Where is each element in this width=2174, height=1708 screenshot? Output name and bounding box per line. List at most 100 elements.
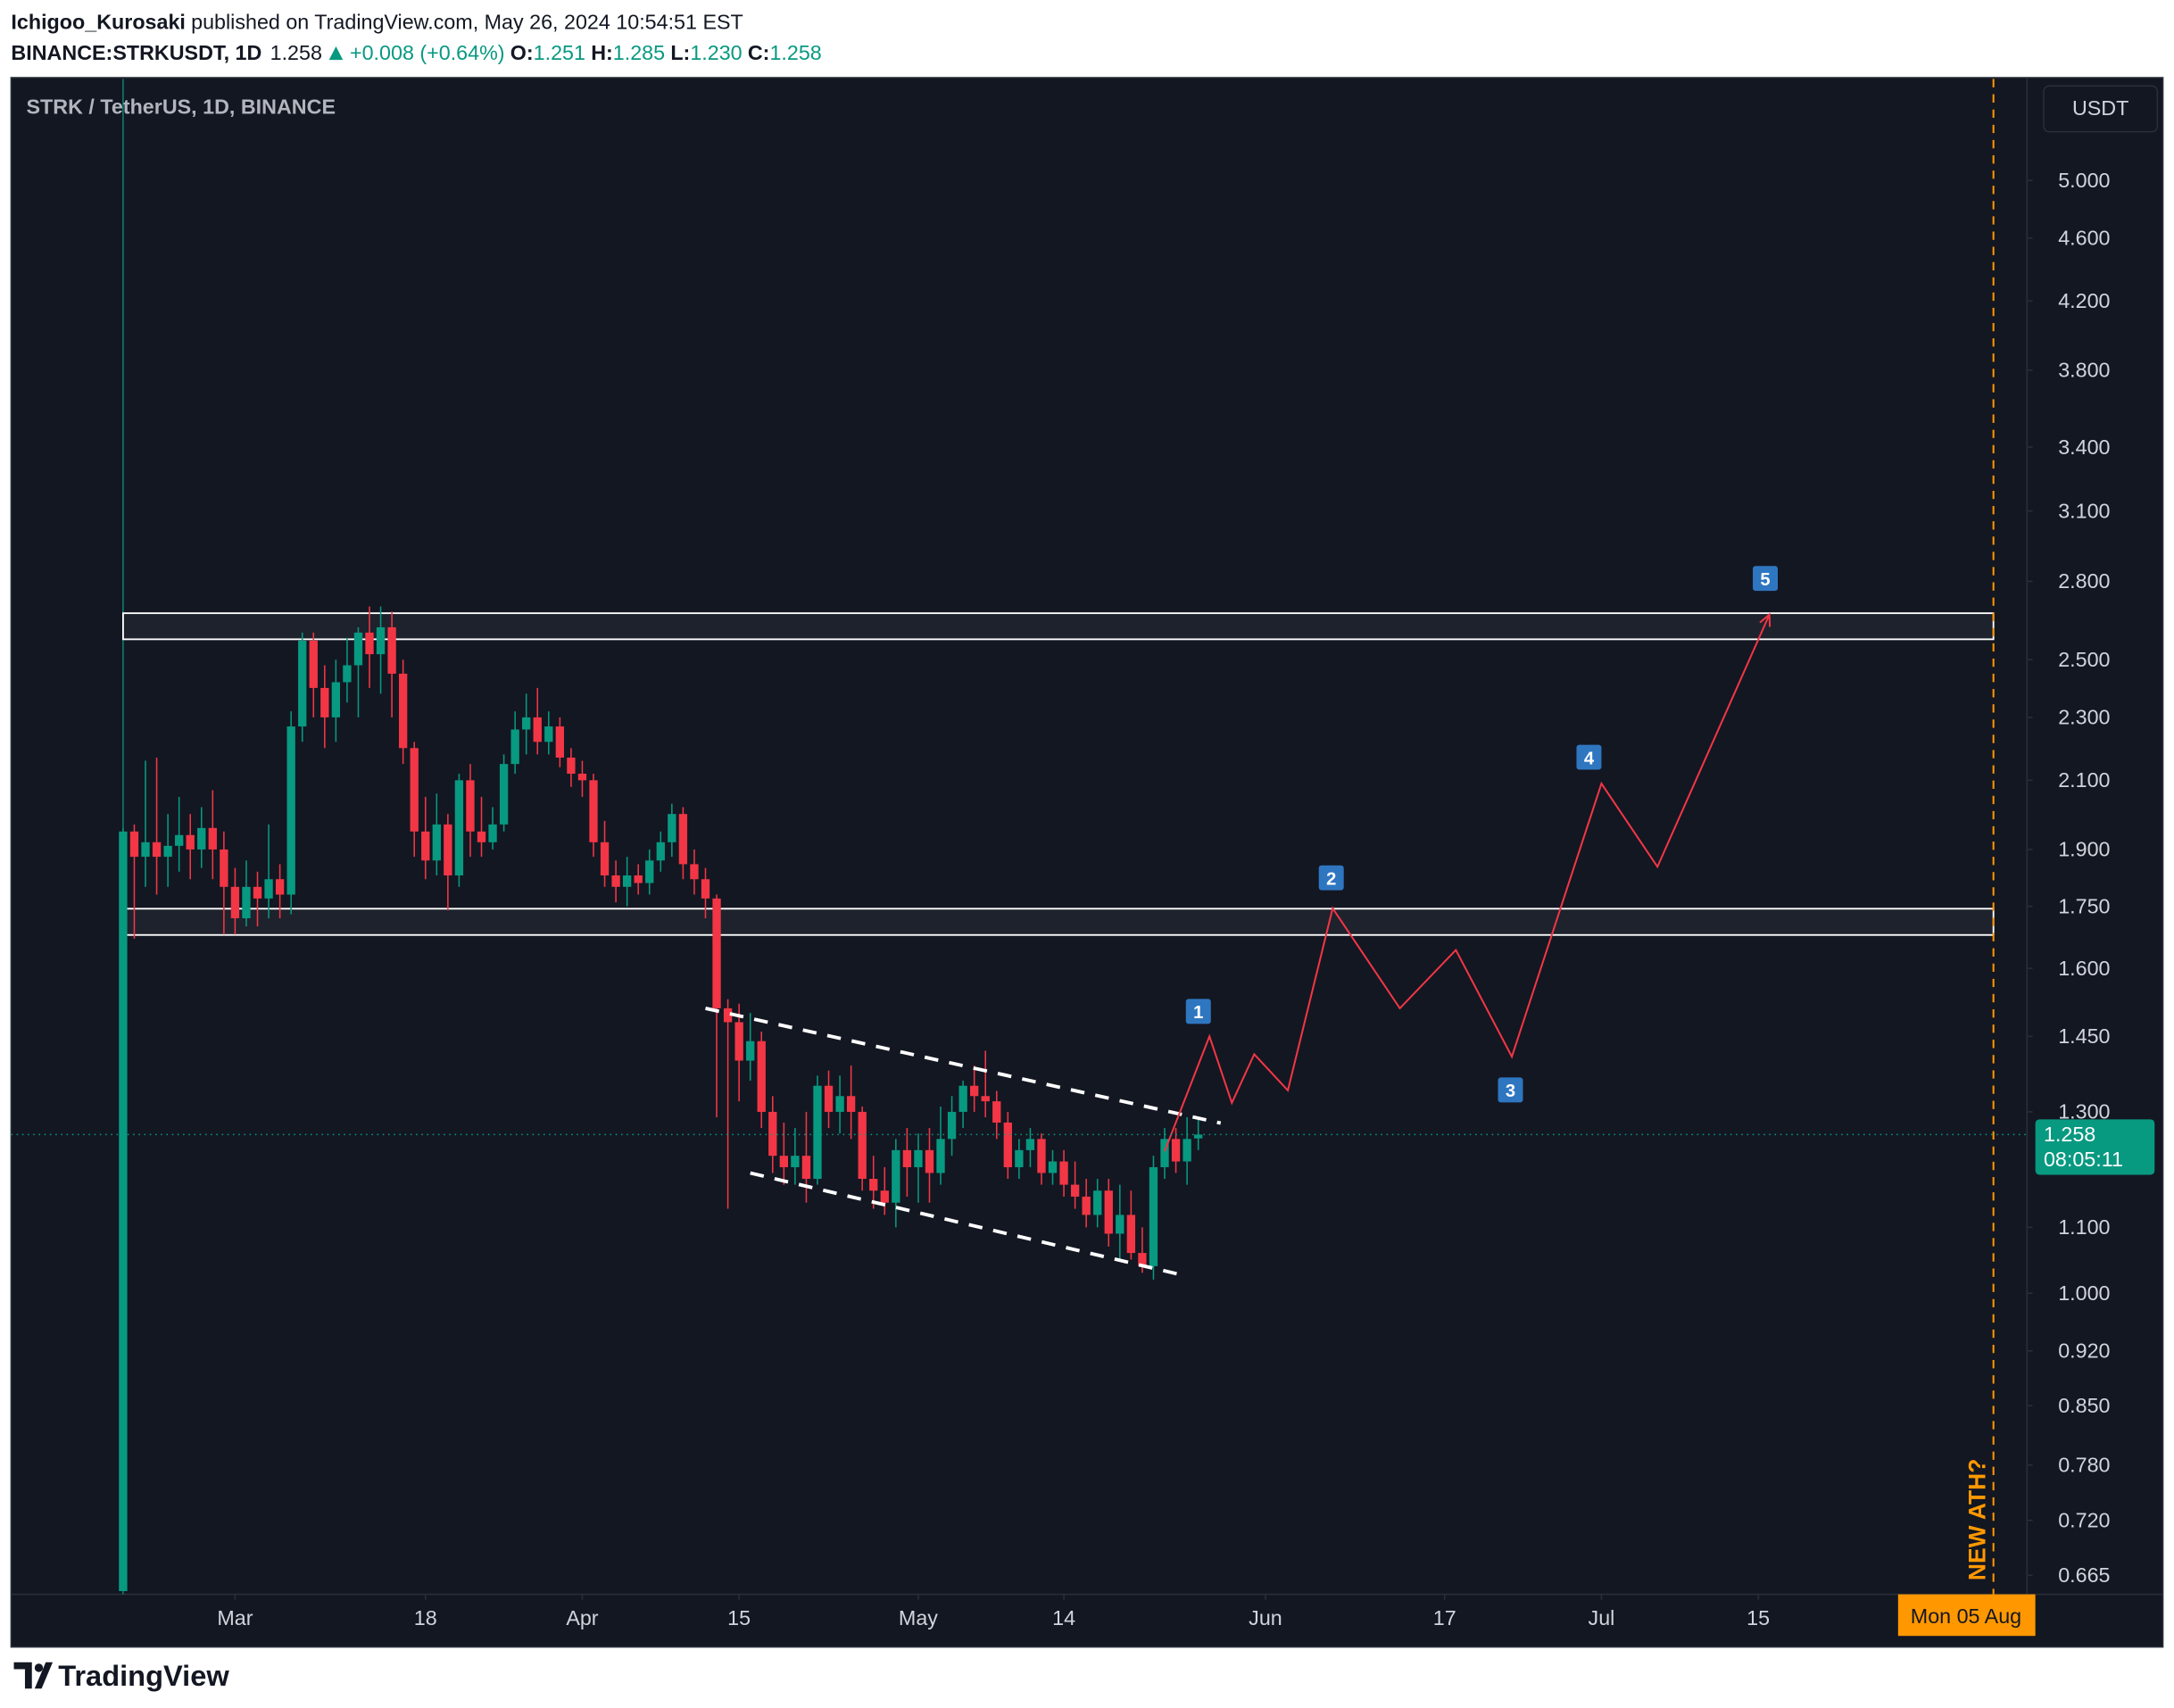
candle-body bbox=[622, 875, 632, 887]
logo-icon bbox=[13, 1662, 54, 1689]
candle-body bbox=[611, 875, 620, 887]
x-tick-label: 18 bbox=[414, 1606, 437, 1629]
currency-label[interactable]: USDT bbox=[2072, 96, 2128, 120]
candle-body bbox=[454, 780, 464, 876]
candle-body bbox=[1025, 1139, 1035, 1150]
candle-body bbox=[163, 845, 172, 858]
ohlc-label: H: bbox=[591, 41, 613, 64]
candle-body bbox=[242, 886, 251, 919]
candle-body bbox=[555, 726, 565, 758]
candle-body bbox=[567, 757, 576, 775]
candle-body bbox=[1070, 1184, 1080, 1197]
candle-body bbox=[353, 632, 363, 666]
change: +0.008 (+0.64%) bbox=[350, 41, 505, 64]
candle-body bbox=[723, 1007, 733, 1023]
candle-body bbox=[421, 831, 430, 861]
candle-body bbox=[1093, 1190, 1102, 1215]
chart-panel bbox=[10, 77, 2164, 1648]
candle-body bbox=[734, 1022, 743, 1061]
ohlc-value: 1.251 bbox=[534, 41, 585, 64]
candle-body bbox=[869, 1178, 878, 1191]
candle-body bbox=[510, 729, 519, 765]
y-tick-label: 5.000 bbox=[2058, 169, 2110, 192]
y-tick-label: 1.750 bbox=[2058, 894, 2110, 917]
candle-body bbox=[768, 1111, 777, 1157]
x-tick-label: 14 bbox=[1052, 1606, 1075, 1629]
candle-body bbox=[1194, 1134, 1203, 1139]
y-tick-label: 3.100 bbox=[2058, 499, 2110, 522]
candle-body bbox=[779, 1156, 788, 1167]
author: Ichigoo_Kurosaki bbox=[11, 11, 185, 34]
y-tick-label: 4.200 bbox=[2058, 289, 2110, 312]
candle-body bbox=[746, 1041, 755, 1061]
candle-body bbox=[499, 764, 509, 825]
logo-dot bbox=[34, 1663, 44, 1672]
candle-body bbox=[264, 879, 273, 899]
y-tick-label: 1.100 bbox=[2058, 1215, 2110, 1239]
zone bbox=[121, 612, 1995, 641]
symbol: BINANCE:STRKUSDT, 1D bbox=[11, 41, 261, 64]
candle-body bbox=[835, 1096, 844, 1112]
wave-badge bbox=[1318, 865, 1344, 891]
candle-body bbox=[914, 1149, 923, 1167]
candle-body bbox=[801, 1156, 811, 1179]
ohlc-label: O: bbox=[510, 41, 534, 64]
candle-body bbox=[791, 1156, 800, 1167]
y-tick-label: 0.665 bbox=[2058, 1563, 2110, 1587]
candle-body bbox=[141, 842, 150, 858]
y-tick-label: 1.600 bbox=[2058, 957, 2110, 980]
candle-body bbox=[880, 1190, 889, 1203]
ohlc-label: L: bbox=[670, 41, 690, 64]
candle-body bbox=[813, 1085, 822, 1179]
y-tick-label: 0.920 bbox=[2058, 1339, 2110, 1363]
x-tick-label: 15 bbox=[727, 1606, 751, 1629]
x-tick-label: 17 bbox=[1433, 1606, 1456, 1629]
x-tick-label: May bbox=[899, 1606, 938, 1629]
candle-body bbox=[1082, 1196, 1091, 1215]
chart-legend: STRK / TetherUS, 1D, BINANCE bbox=[27, 95, 336, 118]
candle-body bbox=[119, 831, 128, 1592]
up-arrow bbox=[328, 46, 344, 61]
candle-body bbox=[253, 886, 262, 899]
candle-body bbox=[1048, 1161, 1058, 1173]
candle-body bbox=[220, 849, 228, 887]
y-tick-label: 2.500 bbox=[2058, 648, 2110, 671]
candle-body bbox=[208, 827, 217, 850]
y-tick-label: 3.800 bbox=[2058, 359, 2110, 382]
candle-body bbox=[286, 726, 295, 895]
candle-body bbox=[1037, 1139, 1046, 1173]
wave-label: 5 bbox=[1760, 570, 1770, 590]
y-tick-label: 0.850 bbox=[2058, 1394, 2110, 1417]
publish-info: published on TradingView.com, May 26, 20… bbox=[191, 11, 743, 34]
countdown: 08:05:11 bbox=[2044, 1148, 2123, 1171]
ohlc-value: 1.230 bbox=[690, 41, 742, 64]
candle-body bbox=[645, 860, 654, 883]
candle-body bbox=[186, 834, 195, 850]
marker-date-label: Mon 05 Aug bbox=[1911, 1604, 2021, 1628]
candle-body bbox=[376, 626, 386, 655]
candle-body bbox=[410, 748, 419, 832]
candle-body bbox=[320, 687, 329, 717]
candle-body bbox=[197, 827, 206, 850]
ohlc-value: 1.285 bbox=[613, 41, 665, 64]
candle-body bbox=[398, 673, 408, 749]
y-tick-label: 4.600 bbox=[2058, 227, 2110, 250]
y-tick-label: 2.800 bbox=[2058, 569, 2110, 593]
projection-arrowhead bbox=[1759, 612, 1772, 627]
x-tick-label: Jul bbox=[1589, 1606, 1615, 1629]
candle-body bbox=[1138, 1253, 1147, 1266]
plot-area: 1 2 3 4 5 bbox=[11, 79, 2028, 1595]
candle-body bbox=[275, 879, 285, 895]
currency-button[interactable] bbox=[2043, 85, 2159, 133]
projection-path bbox=[1164, 614, 1771, 1152]
x-tick-label: Apr bbox=[566, 1606, 598, 1629]
candle-body bbox=[970, 1085, 979, 1097]
y-tick-label: 0.780 bbox=[2058, 1454, 2110, 1477]
marker-date-box bbox=[1897, 1594, 2036, 1637]
candle-body bbox=[1182, 1139, 1191, 1162]
candle-body bbox=[1126, 1215, 1136, 1254]
candle-body bbox=[129, 831, 139, 858]
x-tick-label: Jun bbox=[1249, 1606, 1282, 1629]
candle-body bbox=[1059, 1161, 1068, 1185]
